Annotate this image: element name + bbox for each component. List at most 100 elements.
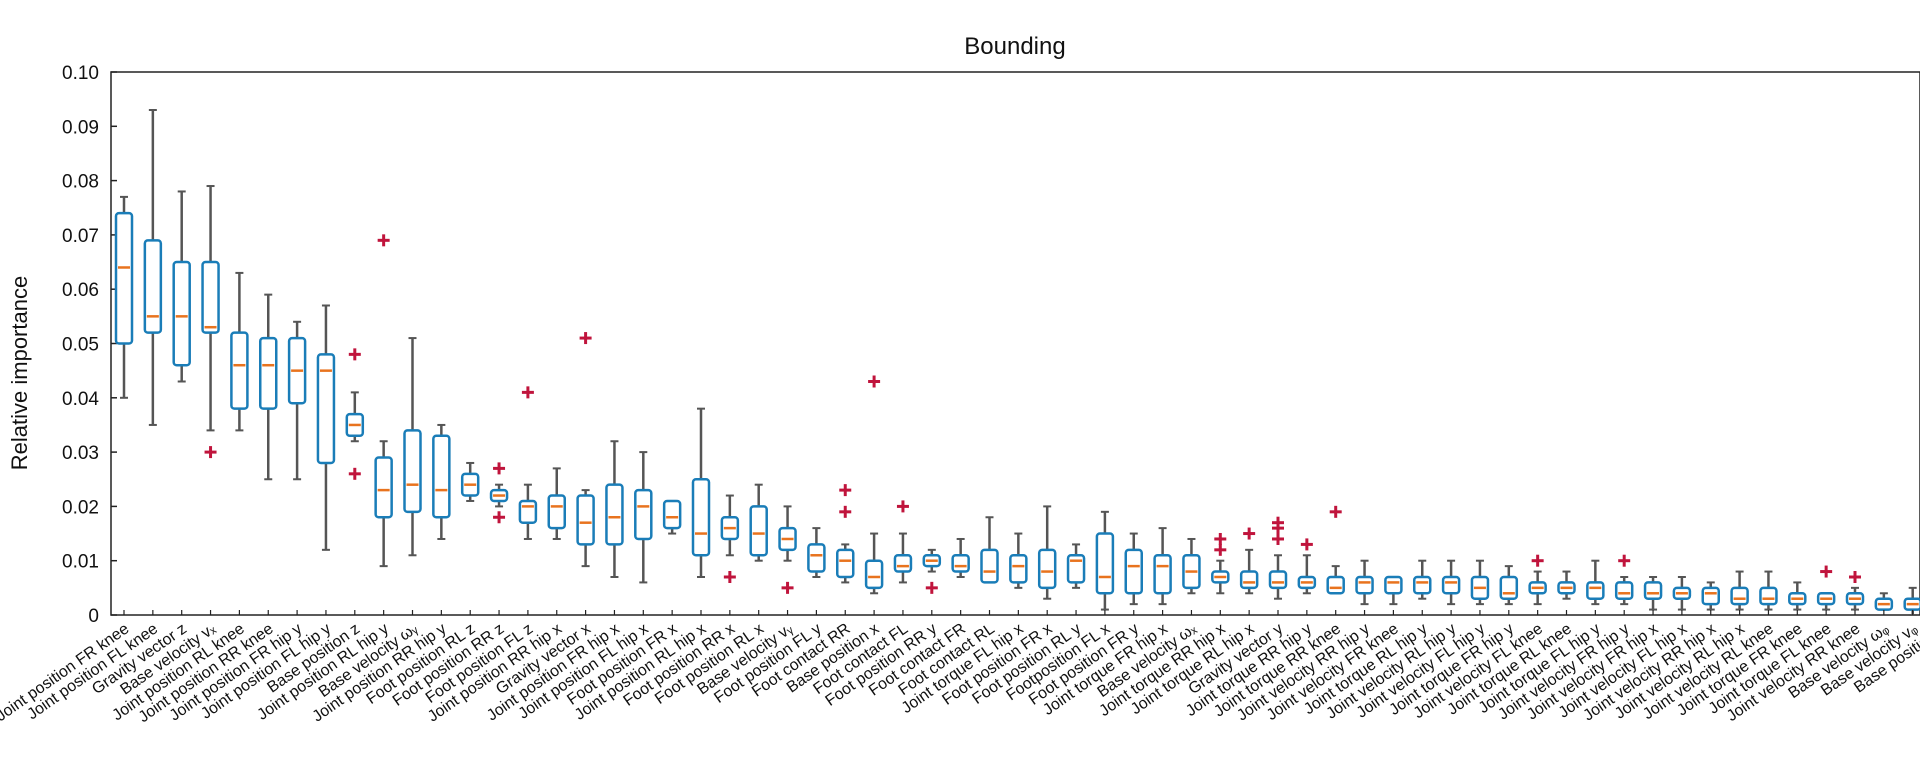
box-item (1066, 543, 1086, 589)
box-item (1095, 510, 1115, 611)
box-item (1153, 527, 1172, 606)
box-iqr (1384, 575, 1403, 595)
box-iqr (201, 260, 220, 334)
outlier-point (839, 505, 852, 518)
box-item (1211, 532, 1230, 595)
outlier-point (348, 348, 361, 361)
box-item (749, 483, 768, 562)
outlier-point (1272, 532, 1284, 545)
outlier-point (1820, 565, 1833, 578)
box-item (807, 527, 826, 578)
box-item (662, 499, 682, 535)
box-item (1124, 532, 1143, 606)
y-tick-label: 0.04 (62, 389, 99, 410)
box-iqr (1037, 548, 1057, 590)
outlier-point (377, 234, 390, 247)
box-item (1643, 575, 1663, 611)
outlier-point (493, 511, 506, 524)
outlier-point (839, 484, 852, 497)
box-item (345, 348, 365, 480)
box-item (114, 195, 134, 399)
box-iqr (374, 456, 393, 519)
y-tick-label: 0.02 (62, 497, 99, 518)
box-item (1528, 554, 1547, 606)
outlier-point (1214, 543, 1227, 556)
box-iqr (634, 488, 653, 541)
box-iqr (1499, 575, 1519, 600)
box-item (1701, 581, 1720, 611)
outlier-point (1243, 527, 1256, 540)
box-item (1355, 559, 1374, 606)
y-tick-label: 0.03 (62, 443, 99, 464)
box-iqr (1268, 570, 1288, 590)
box-item (1037, 505, 1057, 600)
box-iqr (1009, 554, 1028, 584)
box-item (634, 451, 653, 584)
box-series (114, 109, 1920, 616)
box-iqr (605, 483, 624, 546)
box-iqr (1730, 586, 1749, 606)
y-tick-label: 0.10 (62, 63, 99, 84)
outlier-point (1531, 554, 1544, 567)
y-axis-label: Relative importance (7, 276, 32, 470)
box-item (1557, 570, 1576, 600)
box-item (172, 190, 191, 383)
box-iqr (230, 331, 249, 410)
box-iqr (1614, 581, 1634, 600)
outlier-point (781, 581, 794, 594)
outlier-point (1618, 554, 1631, 567)
y-tick-label: 0.06 (62, 280, 99, 301)
outlier-point (868, 375, 881, 388)
box-item (980, 516, 999, 584)
box-iqr (1153, 554, 1172, 595)
y-tick-label: 0.09 (62, 117, 99, 138)
box-item (403, 337, 422, 557)
box-item (1441, 559, 1461, 606)
box-item (1413, 559, 1432, 600)
box-item (1788, 581, 1807, 611)
outlier-point (348, 467, 361, 480)
box-iqr (1441, 575, 1461, 595)
box-iqr (1326, 575, 1345, 595)
box-iqr (1124, 548, 1143, 595)
box-item (836, 484, 855, 584)
box-iqr (143, 239, 163, 334)
box-item (691, 407, 711, 578)
box-iqr (1759, 586, 1778, 606)
box-item (518, 386, 538, 540)
outlier-point (1849, 570, 1861, 583)
chart-title: Bounding (964, 33, 1065, 60)
box-iqr (259, 336, 278, 410)
box-item (287, 320, 307, 481)
box-iqr (662, 499, 682, 530)
box-iqr (1095, 532, 1115, 595)
box-iqr (1355, 575, 1374, 595)
box-item (1845, 570, 1865, 611)
box-item (489, 462, 509, 524)
y-tick-label: 0.08 (62, 172, 99, 193)
box-iqr (316, 353, 336, 465)
box-iqr (1066, 554, 1086, 584)
box-iqr (576, 494, 595, 546)
box-item (893, 500, 913, 584)
outlier-point (204, 446, 217, 459)
box-iqr (749, 505, 768, 557)
box-item (1614, 554, 1634, 606)
box-iqr (1643, 581, 1663, 600)
box-item (576, 332, 595, 568)
box-iqr (114, 211, 134, 345)
box-item (720, 494, 740, 583)
outlier-point (521, 386, 534, 399)
box-iqr (547, 494, 566, 530)
box-iqr (864, 559, 884, 590)
box-item (1326, 505, 1345, 595)
box-item (143, 109, 163, 426)
box-item (201, 185, 220, 459)
box-iqr (432, 434, 451, 519)
box-iqr (980, 548, 999, 584)
box-iqr (172, 260, 191, 367)
box-iqr (403, 429, 422, 514)
box-item (1672, 575, 1692, 611)
